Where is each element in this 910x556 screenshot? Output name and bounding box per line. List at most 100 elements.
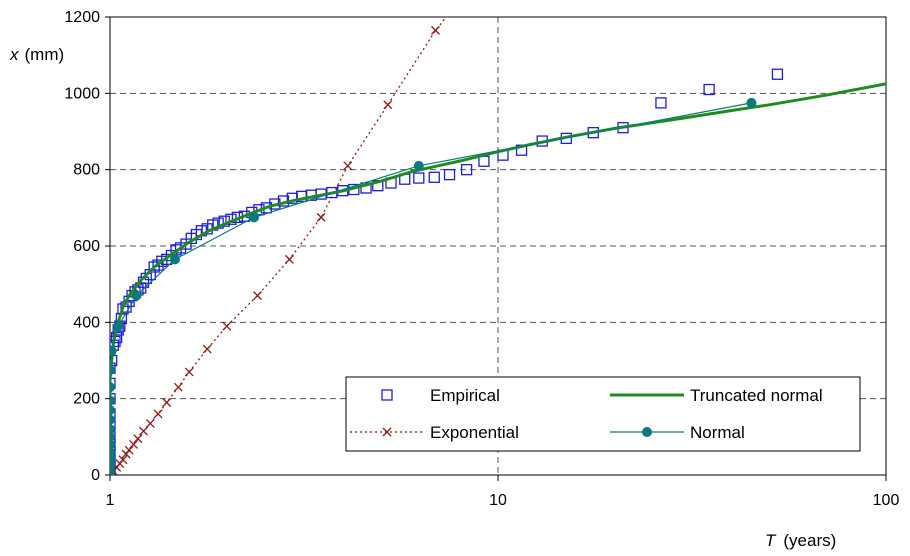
exponential-marker: [133, 434, 143, 444]
marker-stroke: [431, 25, 440, 35]
data-series: [110, 17, 886, 475]
axis-ticks: 0 200 400 600 800 1000 1200 1 10 100: [64, 9, 899, 509]
marker-stroke: [222, 321, 232, 331]
empirical-marker: [110, 461, 116, 474]
normal-marker: [110, 395, 115, 406]
marker-stroke: [133, 434, 143, 444]
marker-stroke: [253, 291, 262, 301]
empirical-marker: [428, 171, 440, 183]
y-tick-label: 1200: [64, 9, 100, 26]
exponential-marker: [162, 398, 172, 407]
empirical-marker: [148, 261, 160, 273]
marker-stroke: [153, 409, 163, 419]
normal-marker: [110, 382, 115, 393]
empirical-marker: [110, 454, 116, 466]
empirical-marker: [460, 164, 473, 176]
marker-stroke: [343, 161, 353, 171]
empirical-marker: [152, 259, 164, 271]
y-tick-label: 600: [73, 238, 100, 255]
exponential-marker: [343, 161, 353, 171]
normal-marker: [113, 321, 124, 332]
y-axis-unit: (mm): [25, 45, 65, 64]
legend-label: Exponential: [430, 423, 519, 442]
y-tick-label: 800: [73, 162, 100, 179]
x-axis-label: T (years): [765, 531, 836, 550]
legend-label: Truncated normal: [690, 386, 823, 405]
marker-stroke: [173, 382, 183, 392]
exponential-marker: [153, 409, 163, 419]
exponential-marker: [445, 17, 454, 18]
y-axis-label: x (mm): [9, 45, 64, 64]
normal-marker: [746, 97, 757, 108]
y-tick-label: 0: [91, 467, 100, 484]
exponential-marker: [316, 212, 326, 222]
marker-stroke: [383, 100, 393, 110]
empirical-marker: [110, 408, 116, 420]
normal-marker: [110, 431, 115, 442]
normal-marker: [110, 405, 115, 416]
exponential-marker: [129, 440, 139, 449]
x-tick-label: 1: [106, 492, 115, 509]
y-axis-var: x: [9, 45, 19, 64]
exponential-marker: [383, 100, 393, 110]
y-tick-label: 400: [73, 314, 100, 331]
normal-marker: [131, 290, 142, 301]
exponential-marker: [184, 367, 194, 377]
empirical-marker: [771, 68, 784, 80]
legend-item-exponential: Exponential: [350, 423, 519, 442]
marker-stroke: [129, 440, 139, 449]
normal-line: [110, 102, 752, 475]
marker-stroke: [145, 419, 155, 428]
empirical-marker: [260, 202, 273, 214]
normal-marker: [248, 212, 259, 223]
empirical-marker: [655, 97, 667, 109]
x-tick-label: 10: [489, 492, 507, 509]
legend-item-empirical: Empirical: [381, 386, 500, 405]
normal-marker: [110, 424, 115, 435]
empirical-marker: [413, 172, 425, 184]
empirical-marker: [110, 419, 116, 432]
empirical-marker: [381, 389, 393, 401]
exponential-marker: [382, 427, 392, 437]
legend-label: Normal: [690, 423, 745, 442]
exponential-marker: [124, 445, 134, 455]
empirical-marker: [703, 83, 715, 96]
legend-label: Empirical: [430, 386, 500, 405]
normal-marker: [110, 414, 115, 425]
y-tick-label: 200: [73, 391, 100, 408]
legend-item-truncated-normal: Truncated normal: [610, 386, 823, 405]
exponential-marker: [284, 254, 294, 264]
normal-marker: [642, 427, 652, 437]
normal-marker: [413, 160, 424, 171]
exponential-marker: [253, 291, 262, 301]
y-tick-label: 1000: [64, 85, 100, 102]
normal-marker: [110, 345, 117, 356]
legend-box: [345, 376, 861, 452]
marker-stroke: [382, 427, 392, 437]
marker-stroke: [284, 254, 294, 264]
normal-marker: [110, 365, 115, 376]
exponential-marker: [145, 419, 155, 428]
empirical-marker: [478, 155, 490, 167]
exponential-marker: [431, 25, 440, 35]
normal-marker: [169, 254, 180, 265]
marker-stroke: [118, 455, 128, 465]
normal-marker: [110, 439, 115, 450]
exponential-marker: [173, 382, 183, 392]
empirical-marker: [110, 377, 116, 390]
exponential-marker: [118, 455, 128, 465]
marker-stroke: [445, 17, 447, 18]
marker-stroke: [162, 398, 172, 407]
empirical-marker: [443, 168, 456, 181]
marker-stroke: [184, 367, 194, 377]
series-exponential: [110, 17, 454, 475]
normal-marker: [110, 447, 115, 458]
marker-stroke: [452, 17, 454, 18]
empirical-marker: [110, 362, 116, 374]
exponential-marker: [139, 426, 148, 436]
exponential-marker: [202, 344, 212, 354]
series-normal: [110, 97, 757, 475]
marker-stroke: [124, 445, 134, 455]
empirical-marker: [360, 182, 372, 194]
legend: Empirical Truncated normal Exponential Norm…: [345, 376, 861, 452]
